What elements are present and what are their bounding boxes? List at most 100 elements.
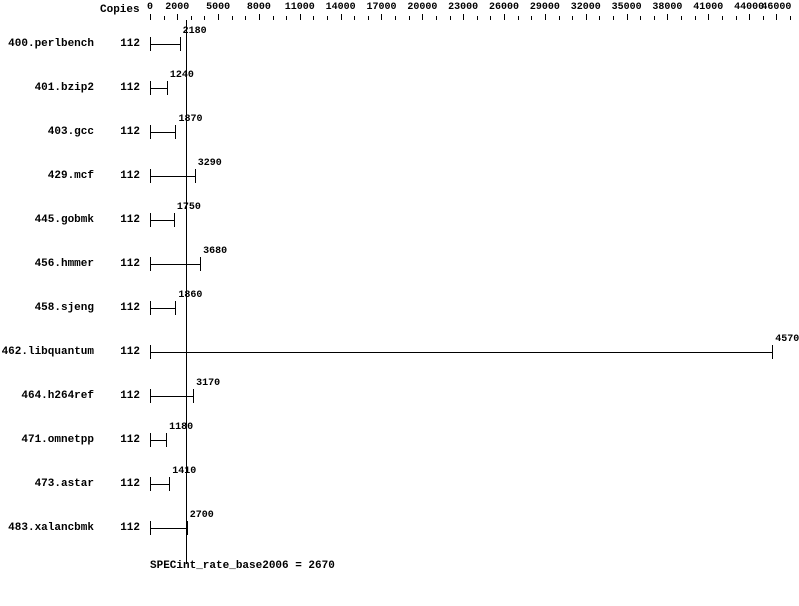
bar-end-tick (772, 345, 773, 359)
axis-tick-label: 2000 (165, 2, 189, 13)
axis-tick-label: 11000 (285, 2, 315, 13)
bar-line (150, 220, 174, 221)
bar-start-tick (150, 477, 151, 491)
axis-tick (259, 14, 260, 20)
benchmark-label: 456.hmmer (35, 258, 94, 270)
axis-tick (504, 14, 505, 20)
bar-start-tick (150, 389, 151, 403)
bar-end-tick (167, 81, 168, 95)
benchmark-label: 401.bzip2 (35, 82, 94, 94)
bar-start-tick (150, 169, 151, 183)
benchmark-row: 403.gcc1121870 (0, 112, 799, 152)
axis-minor-tick (232, 16, 233, 20)
bar-value-label: 1410 (172, 466, 196, 477)
bar-start-tick (150, 433, 151, 447)
axis-minor-tick (327, 16, 328, 20)
footer-text: SPECint_rate_base2006 = 2670 (150, 560, 335, 572)
bar-value-label: 1870 (178, 114, 202, 125)
axis-minor-tick (409, 16, 410, 20)
bar-value-label: 1860 (178, 290, 202, 301)
benchmark-label: 473.astar (35, 478, 94, 490)
bar-value-label: 45700 (775, 334, 799, 345)
axis-tick-label: 23000 (448, 2, 478, 13)
benchmark-label: 403.gcc (48, 126, 94, 138)
axis-minor-tick (722, 16, 723, 20)
bar-start-tick (150, 345, 151, 359)
bar-start-tick (150, 37, 151, 51)
axis-minor-tick (477, 16, 478, 20)
bar-start-tick (150, 257, 151, 271)
axis-tick-label: 46000 (761, 2, 791, 13)
benchmark-row: 429.mcf1123290 (0, 156, 799, 196)
axis-minor-tick (613, 16, 614, 20)
benchmark-row: 471.omnetpp1121180 (0, 420, 799, 460)
bar-line (150, 44, 180, 45)
bar-value-label: 3290 (198, 158, 222, 169)
copies-header: Copies (100, 4, 140, 16)
bar-value-label: 1240 (170, 70, 194, 81)
bar-value-label: 1180 (169, 422, 193, 433)
axis-tick-label: 14000 (326, 2, 356, 13)
bar-value-label: 3680 (203, 246, 227, 257)
bar-value-label: 2700 (190, 510, 214, 521)
benchmark-label: 462.libquantum (2, 346, 94, 358)
axis-tick (218, 14, 219, 20)
benchmark-row: 473.astar 112 1410 (0, 464, 799, 504)
chart-container: Copies 020005000800011000140001700020000… (0, 0, 799, 606)
benchmark-copies: 112 (115, 82, 140, 94)
axis-minor-tick (736, 16, 737, 20)
bar-line (150, 308, 175, 309)
axis-tick (776, 14, 777, 20)
axis-minor-tick (531, 16, 532, 20)
benchmark-copies: 112 (115, 390, 140, 402)
bar-end-tick (174, 213, 175, 227)
benchmark-row: 462.libquantum 112 45700 (0, 332, 799, 372)
axis-tick-label: 29000 (530, 2, 560, 13)
benchmark-copies: 112 (115, 522, 140, 534)
benchmark-copies: 112 (115, 434, 140, 446)
bar-line (150, 440, 166, 441)
axis-minor-tick (695, 16, 696, 20)
benchmark-copies: 112 (115, 346, 140, 358)
axis-tick (545, 14, 546, 20)
benchmark-copies: 112 (115, 302, 140, 314)
bar-end-tick (166, 433, 167, 447)
benchmark-copies: 112 (115, 478, 140, 490)
benchmark-label: 464.h264ref (21, 390, 94, 402)
axis-minor-tick (518, 16, 519, 20)
bar-end-tick (169, 477, 170, 491)
axis-minor-tick (681, 16, 682, 20)
axis-minor-tick (395, 16, 396, 20)
axis-tick-label: 20000 (407, 2, 437, 13)
benchmark-row: 464.h264ref1123170 (0, 376, 799, 416)
bar-end-tick (175, 301, 176, 315)
axis-tick (150, 14, 151, 20)
bar-end-tick (180, 37, 181, 51)
axis-minor-tick (245, 16, 246, 20)
bar-end-tick (193, 389, 194, 403)
axis-minor-tick (313, 16, 314, 20)
axis-minor-tick (559, 16, 560, 20)
axis-minor-tick (368, 16, 369, 20)
axis-minor-tick (273, 16, 274, 20)
axis-tick-label: 35000 (612, 2, 642, 13)
axis-tick-label: 5000 (206, 2, 230, 13)
axis-tick-label: 44000 (734, 2, 764, 13)
axis-minor-tick (640, 16, 641, 20)
bar-start-tick (150, 521, 151, 535)
axis-tick (341, 14, 342, 20)
bar-line (150, 528, 187, 529)
benchmark-label: 400.perlbench (8, 38, 94, 50)
bar-end-tick (200, 257, 201, 271)
axis-tick (667, 14, 668, 20)
axis-tick (300, 14, 301, 20)
bar-start-tick (150, 301, 151, 315)
benchmark-label: 445.gobmk (35, 214, 94, 226)
bar-end-tick (195, 169, 196, 183)
bar-value-label: 1750 (177, 202, 201, 213)
bar-line (150, 176, 195, 177)
axis-minor-tick (450, 16, 451, 20)
axis-tick-label: 38000 (652, 2, 682, 13)
axis-tick-label: 17000 (366, 2, 396, 13)
axis-minor-tick (763, 16, 764, 20)
